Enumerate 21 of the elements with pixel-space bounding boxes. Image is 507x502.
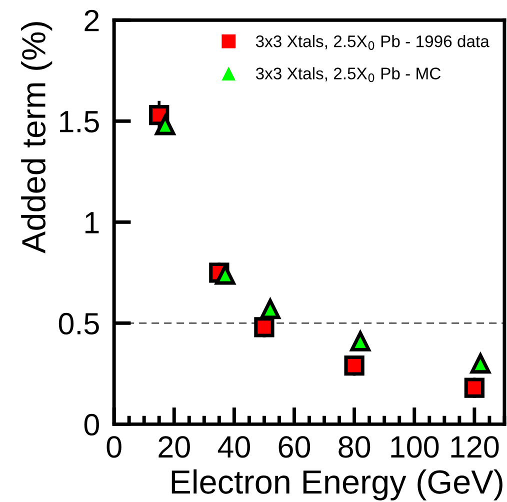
x-tick-label: 80 bbox=[338, 436, 370, 458]
x-tick-label: 100 bbox=[391, 436, 439, 458]
point bbox=[350, 331, 370, 352]
y-tick-label: 2 bbox=[84, 10, 99, 32]
legend-label: 3x3 Xtals, 2.5X$_{0}$ Pb - MC bbox=[256, 67, 441, 82]
x-axis-title: Electron Energy (GeV) bbox=[172, 469, 502, 500]
x-tick-label: 120 bbox=[451, 436, 499, 458]
y-tick-label: 0.5 bbox=[58, 312, 99, 335]
point bbox=[260, 298, 280, 320]
x-tick-label: 60 bbox=[278, 436, 310, 458]
point bbox=[254, 317, 274, 338]
x-tick-label: 0 bbox=[106, 436, 122, 458]
x-tick-label: 40 bbox=[218, 436, 250, 458]
y-tick-label: 0 bbox=[84, 414, 99, 436]
legend-label: 3x3 Xtals, 2.5X$_{0}$ Pb - 1996 data bbox=[256, 34, 490, 50]
point bbox=[344, 356, 364, 376]
y-tick-label: 1 bbox=[86, 212, 99, 234]
y-tick-label: 1.5 bbox=[60, 111, 99, 132]
x-tick-label: 20 bbox=[158, 436, 190, 458]
y-axis-title: Added term (%) bbox=[21, 22, 52, 254]
point bbox=[464, 378, 485, 398]
